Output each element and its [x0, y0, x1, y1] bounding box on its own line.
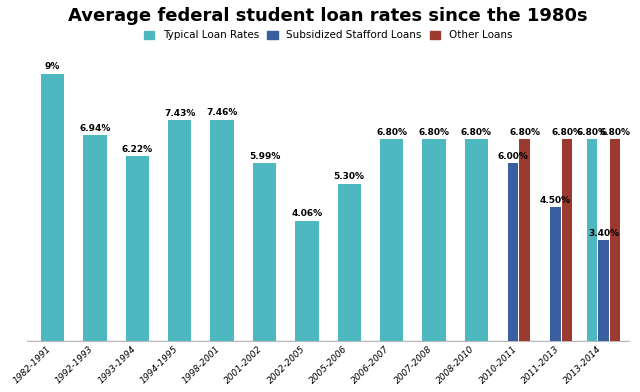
Bar [125, 156, 149, 341]
Bar [519, 139, 530, 341]
Text: 5.30%: 5.30% [333, 172, 365, 181]
Text: 9%: 9% [45, 62, 60, 71]
Bar [337, 184, 361, 341]
Text: 7.46%: 7.46% [207, 108, 238, 117]
Bar [380, 139, 403, 341]
Text: 6.80%: 6.80% [600, 128, 630, 137]
Bar [465, 139, 488, 341]
Bar [211, 120, 234, 341]
Text: 4.06%: 4.06% [291, 209, 323, 218]
Bar [253, 163, 276, 341]
Bar [586, 139, 597, 341]
Text: 6.80%: 6.80% [509, 128, 540, 137]
Text: 6.80%: 6.80% [376, 128, 407, 137]
Text: 7.43%: 7.43% [164, 109, 195, 118]
Bar [422, 139, 445, 341]
Text: 6.80%: 6.80% [577, 128, 607, 137]
Bar [550, 207, 561, 341]
Text: 3.40%: 3.40% [588, 229, 619, 238]
Text: 6.94%: 6.94% [79, 123, 111, 132]
Bar [562, 139, 572, 341]
Text: 6.22%: 6.22% [122, 145, 153, 154]
Bar [610, 139, 620, 341]
Bar [168, 120, 191, 341]
Text: 6.80%: 6.80% [461, 128, 492, 137]
Bar [508, 163, 518, 341]
Bar [41, 74, 64, 341]
Text: 6.80%: 6.80% [552, 128, 582, 137]
Text: 5.99%: 5.99% [249, 152, 280, 161]
Legend: Typical Loan Rates, Subsidized Stafford Loans, Other Loans: Typical Loan Rates, Subsidized Stafford … [142, 28, 514, 42]
Bar [295, 221, 319, 341]
Text: 4.50%: 4.50% [540, 196, 571, 205]
Title: Average federal student loan rates since the 1980s: Average federal student loan rates since… [68, 7, 588, 25]
Text: 6.00%: 6.00% [497, 152, 529, 161]
Text: 6.80%: 6.80% [419, 128, 449, 137]
Bar [83, 135, 107, 341]
Bar [598, 240, 609, 341]
